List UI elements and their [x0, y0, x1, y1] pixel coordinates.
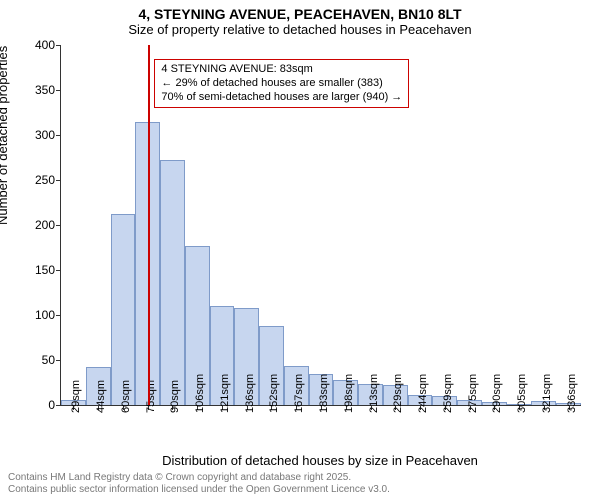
x-tick-label: 136sqm — [244, 374, 256, 413]
x-tick-label: 75sqm — [145, 380, 157, 413]
y-tick-label: 250 — [23, 173, 55, 187]
y-tick-label: 50 — [23, 353, 55, 367]
x-tick-label: 336sqm — [566, 374, 578, 413]
x-tick-label: 305sqm — [516, 374, 528, 413]
attribution-footer: Contains HM Land Registry data © Crown c… — [8, 472, 390, 496]
x-tick-label: 90sqm — [169, 380, 181, 413]
y-tick-label: 150 — [23, 263, 55, 277]
footer-line-2: Contains public sector information licen… — [8, 484, 390, 496]
annotation-line-2: ← 29% of detached houses are smaller (38… — [161, 77, 402, 91]
x-tick-label: 244sqm — [417, 374, 429, 413]
annotation-box: 4 STEYNING AVENUE: 83sqm← 29% of detache… — [154, 59, 409, 108]
chart-subtitle: Size of property relative to detached ho… — [0, 22, 600, 41]
y-tick-label: 350 — [23, 83, 55, 97]
x-tick-label: 44sqm — [95, 380, 107, 413]
x-tick-label: 198sqm — [343, 374, 355, 413]
x-tick-label: 29sqm — [70, 380, 82, 413]
x-tick-label: 152sqm — [268, 374, 280, 413]
x-axis-label: Distribution of detached houses by size … — [60, 453, 580, 468]
y-tick-mark — [56, 90, 61, 91]
property-marker-line — [148, 45, 150, 405]
y-tick-mark — [56, 405, 61, 406]
y-tick-label: 0 — [23, 398, 55, 412]
histogram-bar — [160, 160, 185, 405]
x-tick-label: 213sqm — [368, 374, 380, 413]
y-tick-mark — [56, 270, 61, 271]
chart-title: 4, STEYNING AVENUE, PEACEHAVEN, BN10 8LT — [0, 0, 600, 22]
x-tick-label: 183sqm — [318, 374, 330, 413]
footer-line-1: Contains HM Land Registry data © Crown c… — [8, 472, 390, 484]
y-tick-label: 400 — [23, 38, 55, 52]
x-tick-label: 321sqm — [541, 374, 553, 413]
y-tick-mark — [56, 180, 61, 181]
x-tick-label: 167sqm — [293, 374, 305, 413]
y-tick-mark — [56, 135, 61, 136]
y-axis-label: Number of detached properties — [0, 46, 10, 225]
y-tick-mark — [56, 225, 61, 226]
x-tick-label: 275sqm — [467, 374, 479, 413]
x-tick-label: 290sqm — [491, 374, 503, 413]
x-tick-label: 259sqm — [442, 374, 454, 413]
y-tick-mark — [56, 360, 61, 361]
y-tick-label: 200 — [23, 218, 55, 232]
x-tick-label: 106sqm — [194, 374, 206, 413]
x-tick-label: 60sqm — [120, 380, 132, 413]
annotation-line-3: 70% of semi-detached houses are larger (… — [161, 91, 402, 105]
y-tick-mark — [56, 315, 61, 316]
y-tick-label: 300 — [23, 128, 55, 142]
x-tick-label: 229sqm — [392, 374, 404, 413]
annotation-line-1: 4 STEYNING AVENUE: 83sqm — [161, 63, 402, 77]
plot-area: 05010015020025030035040029sqm44sqm60sqm7… — [60, 45, 581, 406]
chart-area: Number of detached properties 0501001502… — [60, 45, 580, 405]
y-tick-label: 100 — [23, 308, 55, 322]
y-tick-mark — [56, 45, 61, 46]
histogram-bar — [111, 214, 136, 405]
x-tick-label: 121sqm — [219, 374, 231, 413]
